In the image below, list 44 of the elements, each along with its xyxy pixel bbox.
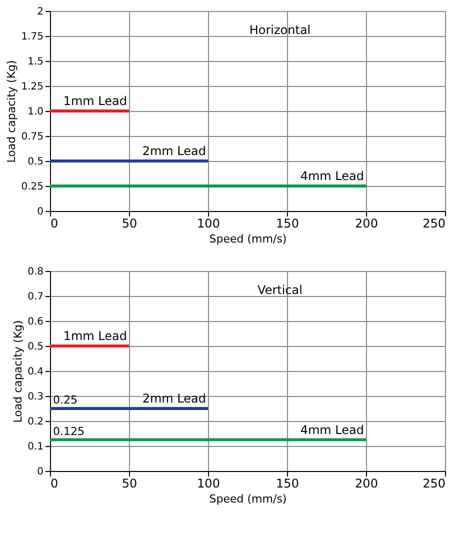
x-tick-label: 50	[122, 216, 138, 230]
x-tick-label: 150	[276, 476, 299, 490]
x-axis-title: Speed (mm/s)	[209, 232, 287, 246]
y-tick-label: 0.25	[21, 182, 44, 192]
series-label: 4mm Lead	[300, 169, 364, 183]
y-tick-label: 1.75	[21, 32, 44, 42]
x-tick-label: 200	[355, 216, 378, 230]
y-tick-label: 0.8	[28, 266, 44, 278]
x-tick-label: 50	[122, 476, 138, 490]
y-axis-title: Load capacity (Kg)	[12, 320, 25, 423]
y-tick-label: 0.3	[28, 392, 44, 402]
series-label: 1mm Lead	[63, 329, 127, 343]
x-tick-label: 0	[50, 216, 58, 230]
annotation: Horizontal	[249, 23, 311, 37]
y-tick-label: 0.6	[28, 316, 44, 328]
x-tick-label: 250	[422, 476, 446, 490]
series-label: 2mm Lead	[142, 144, 206, 158]
y-tick-label: 0.5	[28, 156, 44, 168]
annotation: 0.25	[53, 394, 78, 406]
y-tick-label: 1.25	[21, 82, 44, 92]
y-tick-label: 0.5	[28, 342, 44, 352]
y-tick-label: 0.75	[21, 132, 44, 142]
annotation: Vertical	[258, 283, 302, 297]
series-label: 2mm Lead	[142, 392, 206, 406]
x-tick-label: 100	[197, 476, 220, 490]
annotation: 0.125	[53, 424, 84, 438]
y-tick-label: 0.7	[28, 292, 44, 302]
x-tick-label: 200	[355, 476, 378, 490]
series-label: 4mm Lead	[300, 422, 364, 437]
y-tick-label: 1.5	[28, 56, 44, 68]
y-tick-label: 1.0	[28, 106, 44, 118]
x-tick-label: 250	[422, 216, 446, 230]
y-tick-label: 0	[37, 206, 44, 218]
series-label: 1mm Lead	[63, 94, 127, 108]
x-tick-label: 0	[50, 476, 58, 490]
x-axis-title: Speed (mm/s)	[209, 492, 287, 506]
x-tick-label: 150	[276, 216, 299, 230]
y-tick-label: 0	[37, 466, 44, 478]
y-axis-title: Load capacity (Kg)	[5, 60, 18, 163]
y-tick-label: 2	[37, 6, 44, 18]
x-tick-label: 100	[197, 216, 220, 230]
y-tick-label: 0.1	[28, 442, 44, 452]
y-tick-label: 0.4	[28, 366, 44, 378]
y-tick-label: 0.2	[28, 416, 44, 428]
